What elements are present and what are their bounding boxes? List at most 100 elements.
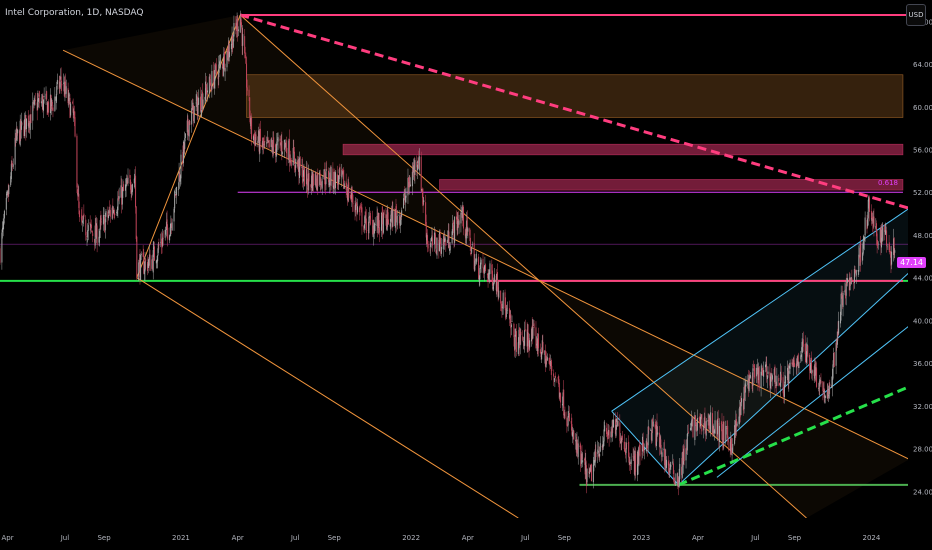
candle-body	[735, 419, 737, 435]
candle-body	[614, 419, 616, 435]
candle-body	[850, 277, 852, 285]
candle-body	[323, 169, 325, 179]
candle-body	[201, 91, 203, 108]
candle-body	[604, 425, 606, 432]
y-tick-label: 28.00	[913, 446, 932, 454]
candle-body	[220, 62, 222, 64]
candle-body	[753, 365, 755, 367]
candle-body	[319, 173, 321, 185]
candle-body	[317, 173, 319, 187]
candle-body	[135, 206, 137, 239]
candle-body	[575, 436, 577, 453]
candle-body	[387, 209, 389, 221]
candle-body	[288, 139, 290, 163]
candle-body	[469, 237, 471, 251]
candle-body	[555, 375, 557, 378]
candle-body	[241, 28, 243, 47]
candle-body	[193, 106, 195, 124]
channel-1-line-0	[611, 208, 908, 412]
candle-body	[756, 367, 758, 371]
candle-body	[717, 418, 719, 435]
candle-body	[826, 392, 828, 399]
candle-body	[514, 334, 516, 350]
candle-body	[145, 259, 147, 261]
candle-body	[20, 120, 22, 133]
candle-body	[11, 161, 13, 166]
candle-body	[404, 196, 406, 203]
candle-body	[281, 140, 283, 152]
y-tick-label: 56.00	[913, 147, 932, 155]
candle-body	[611, 420, 613, 437]
candle-body	[683, 445, 685, 462]
candle-body	[775, 384, 777, 386]
candle-body	[249, 118, 251, 124]
currency-button[interactable]: USD	[906, 4, 926, 26]
candle-body	[294, 165, 296, 170]
candle-body	[871, 218, 873, 222]
candle-body	[321, 180, 323, 189]
candle-body	[629, 462, 631, 465]
candle-body	[646, 441, 648, 444]
candle-body	[355, 203, 357, 211]
candle-body	[250, 117, 252, 127]
candle-body	[261, 142, 263, 148]
candle-body	[64, 81, 66, 95]
candle-body	[474, 259, 476, 261]
candle-body	[94, 238, 96, 243]
candle-body	[754, 367, 756, 379]
candle-body	[435, 237, 437, 249]
candle-body	[338, 175, 340, 184]
candle-body	[664, 456, 666, 468]
candle-body	[421, 188, 423, 198]
candle-body	[789, 362, 791, 369]
candle-body	[691, 419, 693, 427]
candle-body	[43, 99, 45, 111]
candle-body	[594, 449, 596, 463]
candle-body	[329, 174, 331, 185]
candle-body	[743, 387, 745, 410]
candle-body	[72, 106, 74, 113]
candle-body	[74, 117, 76, 137]
candle-body	[447, 239, 449, 243]
candle-body	[732, 443, 734, 453]
candle-body	[405, 195, 407, 198]
candle-body	[462, 207, 464, 219]
candle-body	[431, 235, 433, 242]
candle-body	[51, 101, 53, 105]
candle-body	[561, 403, 563, 406]
candle-body	[541, 340, 543, 352]
candle-body	[828, 395, 830, 397]
candle-body	[820, 380, 822, 384]
candle-body	[138, 262, 140, 280]
candle-body	[244, 36, 246, 54]
candle-body	[78, 193, 80, 208]
candle-body	[529, 340, 531, 348]
candle-body	[806, 343, 808, 355]
candle-body	[488, 273, 490, 275]
candle-body	[717, 417, 719, 421]
candle-body	[524, 329, 526, 346]
y-tick-label: 36.00	[913, 360, 932, 368]
candle-body	[478, 277, 480, 282]
candle-body	[602, 444, 604, 448]
candle-body	[893, 237, 895, 255]
candle-body	[804, 343, 806, 355]
candle-body	[606, 427, 608, 435]
x-tick-label: 2021	[172, 534, 190, 542]
candle-body	[703, 425, 705, 431]
candle-body	[513, 323, 515, 338]
candle-body	[215, 64, 217, 75]
candle-body	[802, 340, 804, 344]
candle-body	[822, 381, 824, 392]
candle-body	[219, 60, 221, 62]
candle-body	[805, 351, 807, 363]
candle-body	[518, 329, 520, 344]
candle-body	[338, 169, 340, 174]
candle-body	[633, 455, 635, 475]
candle-body	[373, 228, 375, 234]
candle-body	[778, 377, 780, 382]
candle-body	[872, 216, 874, 223]
candle-body	[285, 143, 287, 151]
candle-body	[483, 268, 485, 273]
